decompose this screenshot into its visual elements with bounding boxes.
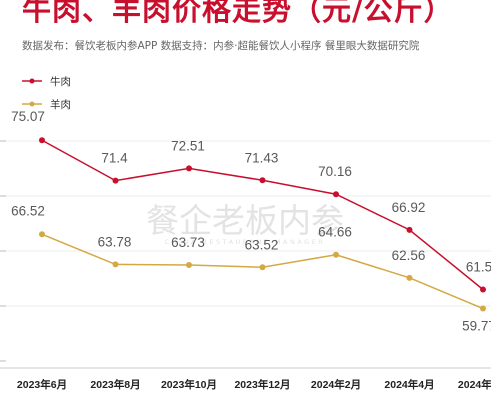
watermark-subtext: CHINA RESTAURANT MANAGER: [165, 238, 326, 246]
data-label: 66.52: [11, 203, 45, 218]
data-label: 72.51: [171, 138, 205, 153]
data-point: [406, 274, 413, 281]
data-point: [39, 231, 45, 238]
data-point: [186, 261, 192, 268]
legend-marker: [29, 101, 35, 107]
legend-marker: [29, 78, 35, 84]
data-label: 71.43: [245, 150, 279, 165]
data-point: [112, 177, 119, 184]
x-tick-label: 2024年6月: [458, 378, 491, 391]
data-label: 61.5: [466, 260, 491, 275]
data-label: 66.92: [392, 200, 426, 215]
data-label: 63.73: [171, 235, 205, 250]
data-point: [406, 226, 413, 233]
data-point: [39, 137, 45, 144]
data-label: 62.56: [392, 248, 426, 263]
data-point: [333, 191, 339, 198]
chart-title: 牛肉、羊肉价格走势（元/公斤）: [22, 0, 454, 27]
x-tick-label: 2023年8月: [90, 378, 140, 391]
x-tick-label: 2024年2月: [311, 378, 361, 391]
data-point: [480, 286, 486, 293]
data-label: 75.07: [11, 109, 45, 124]
x-tick-label: 2024年4月: [384, 378, 434, 391]
data-point: [186, 165, 192, 172]
data-point: [112, 261, 119, 268]
data-label: 70.16: [318, 164, 352, 179]
data-label: 59.77: [462, 319, 491, 334]
data-point: [333, 251, 339, 258]
data-label: 71.4: [101, 151, 128, 166]
x-tick-label: 2023年10月: [161, 378, 217, 391]
data-point: [259, 177, 266, 184]
data-label: 64.66: [318, 225, 352, 240]
data-label: 63.52: [245, 237, 279, 252]
watermark-text: 餐企老板内参: [146, 201, 344, 240]
data-point: [259, 264, 266, 271]
legend-label: 牛肉: [50, 75, 71, 88]
data-label: 63.78: [98, 234, 132, 249]
x-tick-label: 2023年12月: [234, 378, 290, 391]
data-point: [480, 305, 486, 312]
x-tick-label: 2023年6月: [17, 378, 67, 391]
legend-label: 羊肉: [50, 98, 71, 111]
data-source-line: 数据发布：餐饮老板内参APP 数据支持：内参·超能餐饮人小程序 餐里眼大数据研究…: [22, 40, 420, 52]
